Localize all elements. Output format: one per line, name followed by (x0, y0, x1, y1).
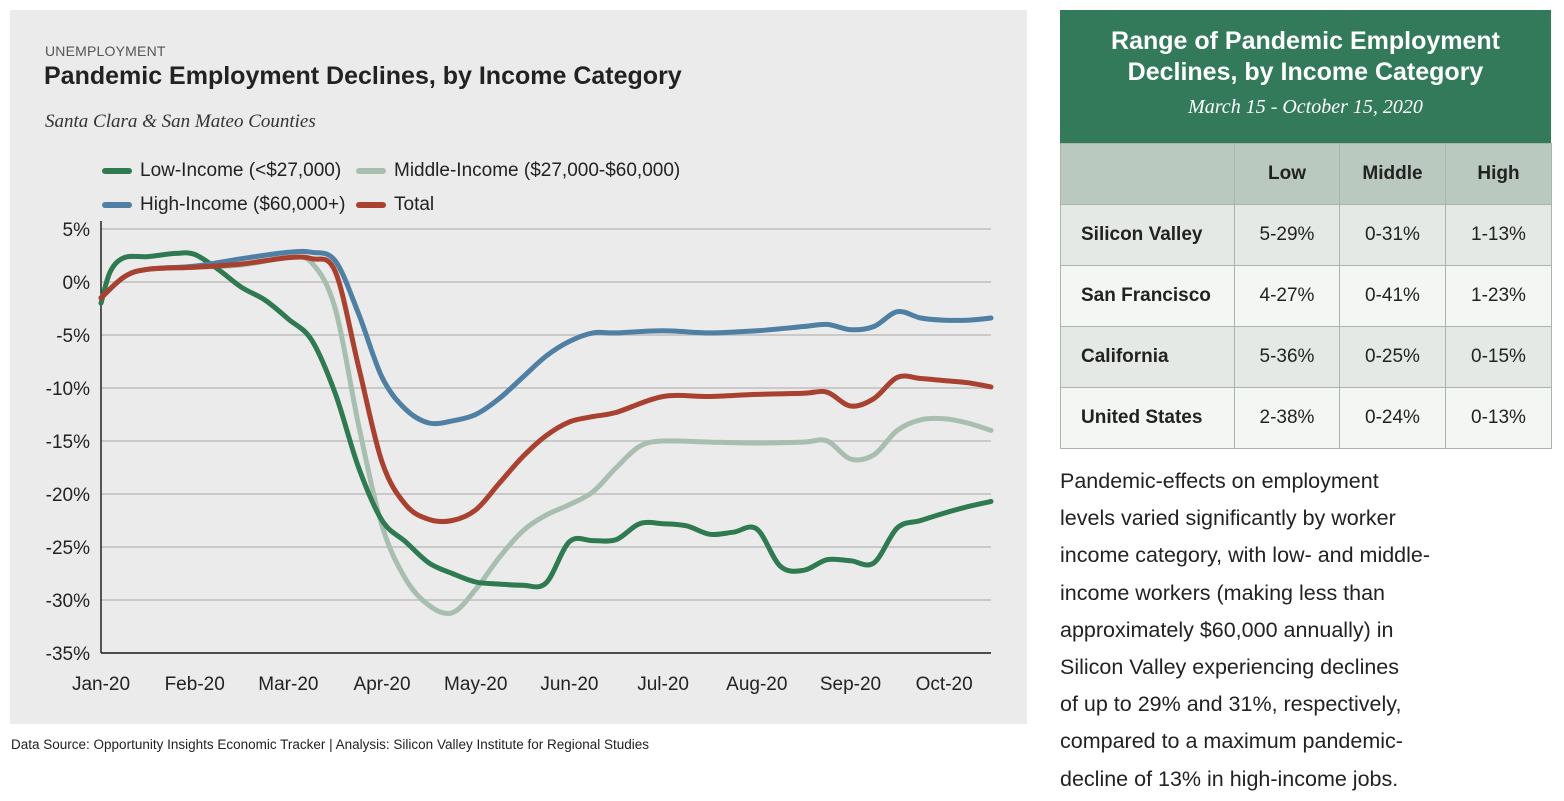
description-text: Pandemic-effects on employment levels va… (1060, 463, 1550, 798)
y-tick-label: 0% (63, 273, 91, 294)
y-tick-label: -10% (46, 379, 90, 400)
series-line-total (98, 254, 994, 525)
range-table-panel: Range of Pandemic Employment Declines, b… (1060, 10, 1552, 449)
x-tick-label: Oct-20 (916, 674, 973, 695)
cell-high: 0-13% (1445, 387, 1552, 449)
series-line-high-income (98, 248, 994, 427)
x-tick-label: Jun-20 (540, 674, 598, 695)
description-line: approximately $60,000 annually) in (1060, 617, 1394, 642)
line-chart: 5% 0% -5% -10% -15% -20% -25% -30% -35% Jan-20 Feb… (46, 220, 994, 695)
legend-item-high: High-Income ($60,000+) (102, 194, 345, 216)
legend-swatch-middle (356, 168, 386, 174)
row-region: Silicon Valley (1060, 204, 1235, 266)
range-table-title-line2: Declines, by Income Category (1127, 58, 1484, 86)
table-row: Silicon Valley 5-29% 0-31% 1-13% (1060, 204, 1552, 266)
cell-middle: 0-24% (1339, 387, 1446, 449)
y-tick-label: -35% (46, 644, 90, 665)
legend-label-total: Total (394, 194, 435, 215)
x-tick-label: Feb-20 (165, 674, 225, 695)
description-line: of up to 29% and 31%, respectively, (1060, 692, 1402, 717)
chart-subtitle: Santa Clara & San Mateo Counties (45, 111, 316, 132)
range-table: Low Middle High Silicon Valley 5-29% 0-3… (1060, 143, 1552, 449)
cell-high: 1-23% (1445, 265, 1552, 327)
y-tick-label: -15% (46, 432, 90, 453)
description-line: levels varied significantly by worker (1060, 506, 1396, 531)
source-note: Data Source: Opportunity Insights Econom… (11, 737, 650, 752)
row-region: United States (1060, 387, 1235, 449)
legend-label-high: High-Income ($60,000+) (140, 194, 346, 215)
cell-middle: 0-25% (1339, 326, 1446, 388)
cell-low: 4-27% (1234, 265, 1340, 327)
cell-middle: 0-41% (1339, 265, 1446, 327)
description-line: decline of 13% in high-income jobs. (1060, 766, 1399, 791)
legend-label-low: Low-Income (<$27,000) (140, 160, 342, 181)
chart-panel: UNEMPLOYMENT Pandemic Employment Decline… (10, 10, 1027, 724)
description-line: Pandemic-effects on employment (1060, 469, 1379, 493)
cell-middle: 0-31% (1339, 204, 1446, 266)
legend-swatch-low (102, 168, 132, 174)
range-table-header: Range of Pandemic Employment Declines, b… (1060, 10, 1551, 143)
chart-legend: Low-Income (<$27,000) Middle-Income ($27… (102, 160, 722, 230)
y-tick-label: -25% (46, 538, 90, 559)
row-region: California (1060, 326, 1235, 388)
x-tick-label: Jan-20 (72, 674, 130, 695)
y-tick-label: 5% (63, 220, 91, 241)
column-header-low: Low (1234, 143, 1340, 205)
y-tick-label: -5% (56, 326, 90, 347)
range-table-title-line1: Range of Pandemic Employment (1111, 27, 1500, 55)
legend-item-total: Total (356, 194, 434, 216)
cell-low: 2-38% (1234, 387, 1340, 449)
table-row: California 5-36% 0-25% 0-15% (1060, 326, 1552, 388)
x-tick-label: Jul-20 (637, 674, 689, 695)
x-tick-label: Mar-20 (258, 674, 318, 695)
cell-low: 5-36% (1234, 326, 1340, 388)
description-line: income category, with low- and middle- (1060, 543, 1431, 568)
row-region: San Francisco (1060, 265, 1235, 327)
y-tick-label: -30% (46, 591, 90, 612)
column-header-region (1060, 143, 1235, 205)
cell-low: 5-29% (1234, 204, 1340, 266)
cell-high: 0-15% (1445, 326, 1552, 388)
x-tick-label: Aug-20 (726, 674, 787, 695)
column-header-high: High (1445, 143, 1552, 205)
legend-label-middle: Middle-Income ($27,000-$60,000) (394, 160, 681, 181)
legend-item-middle: Middle-Income ($27,000-$60,000) (356, 160, 680, 182)
y-tick-label: -20% (46, 485, 90, 506)
x-tick-label: Sep-20 (820, 674, 881, 695)
legend-swatch-total (356, 202, 386, 208)
description-line: compared to a maximum pandemic- (1060, 729, 1403, 754)
chart-title: Pandemic Employment Declines, by Income … (44, 62, 682, 90)
legend-swatch-high (102, 202, 132, 208)
column-header-middle: Middle (1339, 143, 1446, 205)
description-line: Silicon Valley experiencing declines (1060, 655, 1400, 680)
range-table-header-row: Low Middle High (1060, 143, 1552, 205)
table-row: United States 2-38% 0-24% 0-13% (1060, 387, 1552, 449)
chart-kicker: UNEMPLOYMENT (45, 43, 166, 59)
x-tick-label: Apr-20 (354, 674, 411, 695)
description-line: income workers (making less than (1060, 580, 1386, 605)
table-row: San Francisco 4-27% 0-41% 1-23% (1060, 265, 1552, 327)
range-table-subtitle: March 15 - October 15, 2020 (1188, 96, 1423, 118)
legend-item-low: Low-Income (<$27,000) (102, 160, 341, 182)
series-line-low-income (98, 250, 994, 590)
cell-high: 1-13% (1445, 204, 1552, 266)
x-tick-label: May-20 (444, 674, 507, 695)
